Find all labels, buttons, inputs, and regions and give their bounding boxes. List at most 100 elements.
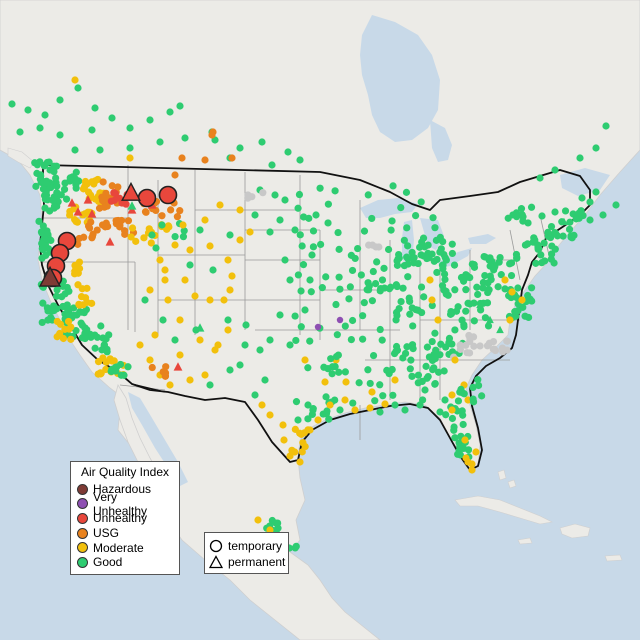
site-marker [74, 281, 82, 289]
site-marker-permanent [83, 195, 93, 204]
site-marker [296, 458, 304, 466]
site-marker [389, 391, 397, 399]
site-marker [317, 240, 325, 249]
site-marker [258, 138, 266, 146]
bahamas [497, 469, 517, 489]
site-marker [121, 227, 129, 235]
site-marker [551, 229, 560, 237]
site-marker [428, 301, 436, 310]
site-marker [366, 404, 374, 412]
site-marker-permanent [195, 323, 205, 332]
site-marker [424, 241, 432, 249]
site-marker [336, 285, 344, 293]
site-marker [431, 329, 439, 337]
site-marker [266, 336, 274, 344]
site-marker [366, 379, 374, 388]
shape-item-permanent: permanent [209, 554, 285, 570]
legend-items: Hazardous Very Unhealthy Unhealthy USG Moder… [77, 482, 173, 570]
site-marker [450, 423, 458, 431]
site-marker [448, 249, 456, 258]
site-marker [226, 231, 234, 239]
site-marker [304, 401, 312, 409]
site-marker [441, 396, 449, 404]
site-marker [417, 198, 425, 206]
site-marker [99, 354, 107, 362]
site-marker [89, 230, 97, 238]
site-marker [532, 259, 540, 267]
site-marker [38, 245, 46, 253]
site-marker [494, 283, 502, 291]
site-marker [389, 182, 397, 190]
site-marker [395, 305, 403, 313]
site-marker [419, 234, 428, 242]
site-marker [37, 172, 45, 180]
site-marker [294, 271, 302, 279]
site-marker [360, 227, 369, 235]
site-marker [292, 336, 300, 345]
site-marker [296, 231, 304, 239]
site-marker [335, 245, 343, 253]
site-marker [291, 448, 299, 456]
site-marker [364, 191, 372, 199]
site-marker [99, 178, 107, 186]
site-marker [201, 371, 209, 379]
site-marker [53, 292, 61, 300]
site-marker [530, 234, 538, 242]
site-marker [347, 336, 355, 344]
site-marker [401, 349, 410, 358]
site-marker [431, 354, 439, 363]
site-marker [351, 406, 359, 414]
site-marker [224, 256, 232, 264]
site-marker [309, 227, 318, 235]
site-marker [261, 376, 269, 384]
site-marker [146, 286, 154, 294]
site-marker [126, 144, 134, 152]
site-marker [214, 341, 222, 349]
site-marker [171, 232, 179, 241]
site-marker [599, 211, 607, 219]
site-marker [50, 202, 59, 210]
site-marker [469, 398, 478, 406]
site-marker [431, 380, 439, 388]
site-marker [359, 335, 367, 343]
site-marker [379, 392, 387, 400]
site-marker [572, 215, 580, 223]
site-marker [251, 211, 259, 219]
site-marker [397, 297, 405, 306]
site-marker [440, 367, 448, 375]
site-marker [456, 342, 465, 350]
site-marker [166, 108, 174, 116]
site-marker [490, 345, 498, 353]
site-marker [236, 206, 244, 214]
site-marker [341, 368, 349, 376]
site-marker [391, 401, 399, 409]
site-marker [56, 329, 64, 338]
site-marker [306, 426, 314, 434]
site-marker [50, 167, 58, 176]
site-marker [61, 290, 69, 298]
site-marker [388, 365, 396, 374]
site-marker [236, 361, 244, 369]
site-marker [298, 448, 306, 456]
site-marker [331, 187, 339, 195]
site-marker [506, 316, 514, 324]
lake-ontario [468, 234, 496, 244]
site-marker [385, 285, 394, 293]
site-marker [271, 191, 279, 199]
site-marker [176, 207, 184, 215]
site-marker [327, 355, 335, 363]
site-marker [171, 241, 179, 249]
site-marker [226, 286, 234, 294]
site-marker [341, 396, 349, 404]
site-marker [161, 372, 169, 380]
site-marker [127, 233, 135, 241]
site-marker [484, 279, 492, 287]
site-marker [305, 214, 313, 222]
site-marker [408, 304, 416, 312]
site-marker [559, 232, 567, 240]
site-marker [416, 243, 424, 251]
site-marker [474, 290, 482, 299]
site-marker [38, 239, 46, 247]
site-marker [433, 268, 441, 277]
